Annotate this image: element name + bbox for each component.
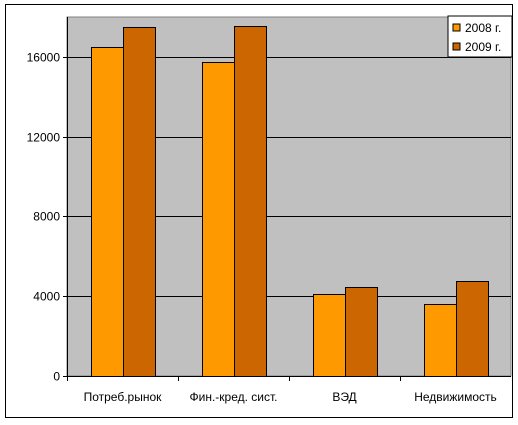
legend-swatch-2008 [452, 23, 461, 32]
y-tick-label: 0 [53, 370, 60, 384]
bar-2008 [313, 294, 346, 377]
bar-2009 [345, 287, 378, 377]
legend-label-2008: 2008 г. [465, 21, 501, 35]
x-tick-label: ВЭД [332, 390, 356, 404]
y-tick-label: 16000 [27, 51, 61, 65]
bar-2009 [234, 26, 267, 377]
bars-group [91, 26, 489, 377]
bar-2008 [91, 47, 124, 377]
x-tick-label: Фин.-кред. сист. [190, 390, 278, 404]
bar-2008 [202, 62, 235, 377]
x-tick-label: Потреб.рынок [84, 390, 163, 404]
y-tick-label: 12000 [27, 131, 61, 145]
bar-2008 [424, 304, 457, 377]
y-tick-label: 8000 [33, 210, 60, 224]
bar-2009 [456, 281, 489, 377]
axes-group: 0 4000 8000 12000 16000 Потреб.рынок Фин.-кред… [27, 17, 511, 404]
legend-label-2009: 2009 г. [465, 40, 501, 54]
legend: 2008 г. 2009 г. [447, 15, 513, 58]
bar-2009 [123, 27, 156, 377]
x-tick-label: Недвижимость [414, 390, 497, 404]
legend-swatch-2009 [452, 42, 461, 51]
y-tick-label: 4000 [33, 290, 60, 304]
